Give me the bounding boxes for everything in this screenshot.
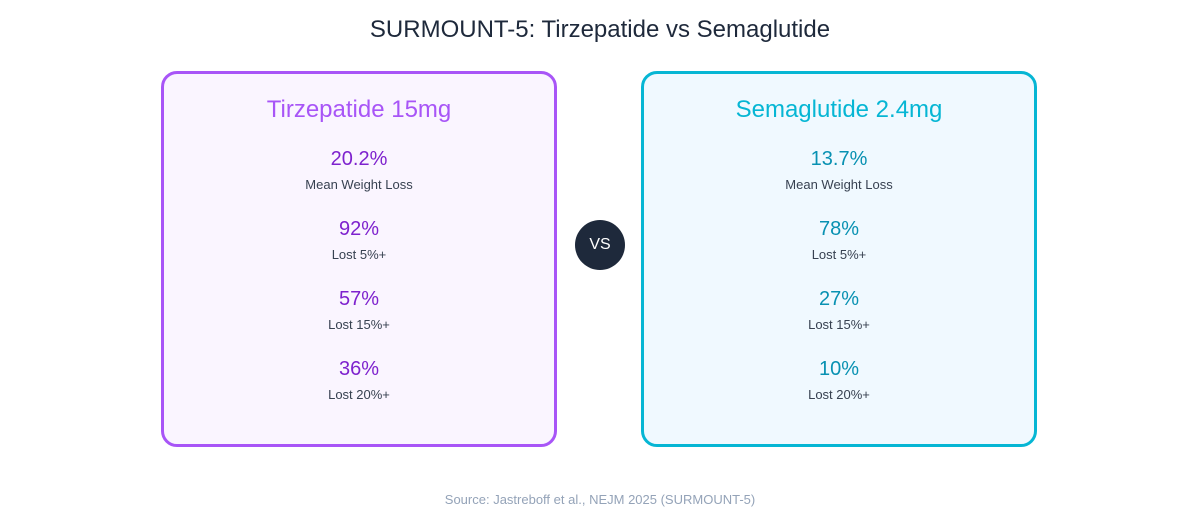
page-title: SURMOUNT-5: Tirzepatide vs Semaglutide [369,16,831,43]
stat-lost-5: 92% Lost 5%+ [164,217,554,263]
stat-lost-15: 57% Lost 15%+ [164,287,554,333]
stat-label: Lost 15%+ [328,317,390,332]
stat-label: Lost 5%+ [811,247,867,262]
stat-value: 27% [818,288,860,310]
stat-value: 92% [338,218,380,240]
stat-label: Lost 20%+ [328,387,390,402]
semaglutide-card: Semaglutide 2.4mg 13.7% Mean Weight Loss… [641,71,1037,447]
stat-label: Lost 20%+ [808,387,870,402]
stat-label: Lost 5%+ [331,247,387,262]
stat-value: 13.7% [810,148,868,170]
stat-lost-20: 36% Lost 20%+ [164,357,554,403]
vs-badge: VS [575,220,625,270]
stat-value: 57% [338,288,380,310]
stat-lost-20: 10% Lost 20%+ [644,357,1034,403]
stat-value: 20.2% [330,148,388,170]
stat-value: 36% [338,358,380,380]
card-title: Semaglutide 2.4mg [735,96,943,123]
stat-lost-5: 78% Lost 5%+ [644,217,1034,263]
stat-label: Mean Weight Loss [785,177,893,192]
card-title: Tirzepatide 15mg [266,96,452,123]
stat-value: 10% [818,358,860,380]
stat-label: Mean Weight Loss [305,177,413,192]
stat-value: 78% [818,218,860,240]
stat-mean-weight-loss: 13.7% Mean Weight Loss [644,147,1034,193]
stat-lost-15: 27% Lost 15%+ [644,287,1034,333]
stat-mean-weight-loss: 20.2% Mean Weight Loss [164,147,554,193]
source-note: Source: Jastreboff et al., NEJM 2025 (SU… [444,492,756,507]
tirzepatide-card: Tirzepatide 15mg 20.2% Mean Weight Loss … [161,71,557,447]
stat-label: Lost 15%+ [808,317,870,332]
